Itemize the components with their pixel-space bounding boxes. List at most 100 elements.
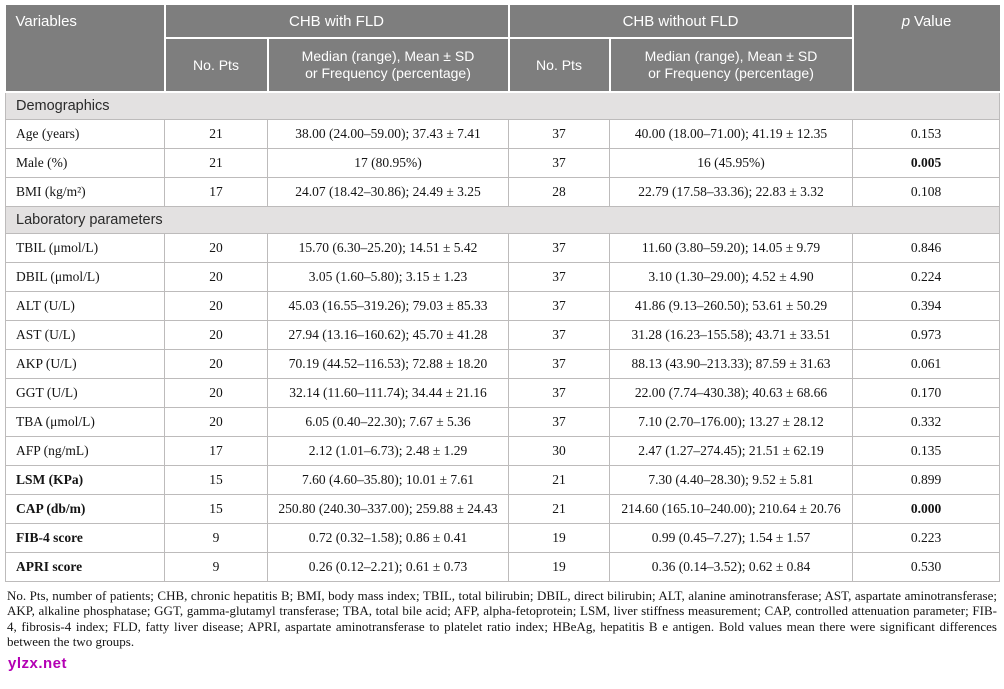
no-pts-with-fld: 20 — [164, 377, 268, 408]
value-without-fld: 2.47 (1.27–274.45); 21.51 ± 62.19 — [609, 435, 853, 466]
section-title: Demographics — [5, 91, 1000, 120]
variable-label: TBA (μmol/L) — [5, 406, 165, 437]
table-row: ALT (U/L) 20 45.03 (16.55–319.26); 79.03 ±… — [5, 290, 1000, 321]
variable-label: BMI (kg/m²) — [5, 176, 165, 207]
table-row: Male (%) 21 17 (80.95%) 37 16 (45.95%) 0.005 — [5, 147, 1000, 178]
column-header-chb-with-fld: CHB with FLD — [163, 5, 510, 39]
no-pts-without-fld: 37 — [508, 348, 610, 379]
table-row: FIB-4 score 9 0.72 (0.32–1.58); 0.86 ± 0.4… — [5, 522, 1000, 553]
variable-label: Male (%) — [5, 147, 165, 178]
value-without-fld: 0.36 (0.14–3.52); 0.62 ± 0.84 — [609, 551, 853, 582]
variable-label: ALT (U/L) — [5, 290, 165, 321]
comparison-table: Variables CHB with FLD CHB without FLD p… — [5, 5, 1000, 582]
value-with-fld: 0.72 (0.32–1.58); 0.86 ± 0.41 — [267, 522, 509, 553]
variable-label: TBIL (μmol/L) — [5, 232, 165, 263]
no-pts-without-fld: 37 — [508, 232, 610, 263]
column-header-median-with-fld: Median (range), Mean ± SD or Frequency (p… — [266, 37, 510, 93]
table-row: BMI (kg/m²) 17 24.07 (18.42–30.86); 24.49 … — [5, 176, 1000, 207]
median-header-line2: or Frequency (percentage) — [305, 65, 471, 81]
footnote: No. Pts, number of patients; CHB, chroni… — [7, 587, 997, 650]
table-row: CAP (db/m) 15 250.80 (240.30–337.00); 259.… — [5, 493, 1000, 524]
column-header-no-pts-with-fld: No. Pts — [163, 37, 269, 93]
value-without-fld: 214.60 (165.10–240.00); 210.64 ± 20.76 — [609, 493, 853, 524]
table-row: TBA (μmol/L) 20 6.05 (0.40–22.30); 7.67 ± … — [5, 406, 1000, 437]
median-header-line2: or Frequency (percentage) — [648, 65, 814, 81]
p-value: 0.000 — [852, 493, 1000, 524]
value-without-fld: 31.28 (16.23–155.58); 43.71 ± 33.51 — [609, 319, 853, 350]
median-header-line1: Median (range), Mean ± SD — [301, 48, 475, 64]
column-header-chb-without-fld: CHB without FLD — [507, 5, 854, 39]
no-pts-with-fld: 21 — [164, 118, 268, 149]
value-without-fld: 0.99 (0.45–7.27); 1.54 ± 1.57 — [609, 522, 853, 553]
p-value: 0.332 — [852, 406, 1000, 437]
p-value-italic-p: p — [901, 13, 911, 30]
table-row: DBIL (μmol/L) 20 3.05 (1.60–5.80); 3.15 ± … — [5, 261, 1000, 292]
no-pts-with-fld: 9 — [164, 522, 268, 553]
value-with-fld: 32.14 (11.60–111.74); 34.44 ± 21.16 — [267, 377, 509, 408]
no-pts-without-fld: 37 — [508, 290, 610, 321]
variable-label: GGT (U/L) — [5, 377, 165, 408]
table-body: Demographics Age (years) 21 38.00 (24.00–59… — [5, 91, 1000, 582]
table-header: Variables CHB with FLD CHB without FLD p… — [5, 5, 1000, 93]
no-pts-without-fld: 21 — [508, 493, 610, 524]
sub-header-row: No. Pts Median (range), Mean ± SD or Freq… — [6, 37, 1000, 93]
value-with-fld: 27.94 (13.16–160.62); 45.70 ± 41.28 — [267, 319, 509, 350]
table-row: LSM (KPa) 15 7.60 (4.60–35.80); 10.01 ± 7.… — [5, 464, 1000, 495]
group-header-row: Variables CHB with FLD CHB without FLD p… — [5, 5, 1000, 93]
p-value: 0.899 — [852, 464, 1000, 495]
no-pts-without-fld: 28 — [508, 176, 610, 207]
section-title: Laboratory parameters — [5, 205, 1000, 234]
value-with-fld: 15.70 (6.30–25.20); 14.51 ± 5.42 — [267, 232, 509, 263]
no-pts-with-fld: 20 — [164, 348, 268, 379]
value-with-fld: 0.26 (0.12–2.21); 0.61 ± 0.73 — [267, 551, 509, 582]
no-pts-without-fld: 37 — [508, 319, 610, 350]
table-row: TBIL (μmol/L) 20 15.70 (6.30–25.20); 14.51… — [5, 232, 1000, 263]
value-without-fld: 7.10 (2.70–176.00); 13.27 ± 28.12 — [609, 406, 853, 437]
p-value: 0.108 — [852, 176, 1000, 207]
variable-label: AKP (U/L) — [5, 348, 165, 379]
variable-label: DBIL (μmol/L) — [5, 261, 165, 292]
table-row: GGT (U/L) 20 32.14 (11.60–111.74); 34.44 ±… — [5, 377, 1000, 408]
p-value: 0.005 — [852, 147, 1000, 178]
column-header-variables: Variables — [5, 5, 166, 93]
variable-label: AFP (ng/mL) — [5, 435, 165, 466]
value-without-fld: 41.86 (9.13–260.50); 53.61 ± 50.29 — [609, 290, 853, 321]
no-pts-with-fld: 9 — [164, 551, 268, 582]
value-without-fld: 88.13 (43.90–213.33); 87.59 ± 31.63 — [609, 348, 853, 379]
table-row: AKP (U/L) 20 70.19 (44.52–116.53); 72.88 ±… — [5, 348, 1000, 379]
value-without-fld: 11.60 (3.80–59.20); 14.05 ± 9.79 — [609, 232, 853, 263]
value-with-fld: 2.12 (1.01–6.73); 2.48 ± 1.29 — [267, 435, 509, 466]
value-with-fld: 250.80 (240.30–337.00); 259.88 ± 24.43 — [267, 493, 509, 524]
value-with-fld: 24.07 (18.42–30.86); 24.49 ± 3.25 — [267, 176, 509, 207]
table-row: AST (U/L) 20 27.94 (13.16–160.62); 45.70 ±… — [5, 319, 1000, 350]
no-pts-without-fld: 37 — [508, 118, 610, 149]
value-with-fld: 6.05 (0.40–22.30); 7.67 ± 5.36 — [267, 406, 509, 437]
p-value: 0.224 — [852, 261, 1000, 292]
variable-label: FIB-4 score — [5, 522, 165, 553]
p-value: 0.170 — [852, 377, 1000, 408]
column-header-median-without-fld: Median (range), Mean ± SD or Frequency (p… — [608, 37, 854, 93]
value-with-fld: 3.05 (1.60–5.80); 3.15 ± 1.23 — [267, 261, 509, 292]
no-pts-without-fld: 21 — [508, 464, 610, 495]
no-pts-without-fld: 19 — [508, 551, 610, 582]
no-pts-without-fld: 37 — [508, 377, 610, 408]
column-header-p-value: p Value — [851, 5, 1000, 93]
table-row: APRI score 9 0.26 (0.12–2.21); 0.61 ± 0.73… — [5, 551, 1000, 582]
no-pts-with-fld: 20 — [164, 406, 268, 437]
p-value: 0.061 — [852, 348, 1000, 379]
no-pts-with-fld: 17 — [164, 176, 268, 207]
variable-label: LSM (KPa) — [5, 464, 165, 495]
table-row: AFP (ng/mL) 17 2.12 (1.01–6.73); 2.48 ± 1.… — [5, 435, 1000, 466]
no-pts-with-fld: 17 — [164, 435, 268, 466]
section-header-row: Laboratory parameters — [5, 205, 1000, 234]
variable-label: Age (years) — [5, 118, 165, 149]
column-header-no-pts-without-fld: No. Pts — [507, 37, 611, 93]
value-with-fld: 7.60 (4.60–35.80); 10.01 ± 7.61 — [267, 464, 509, 495]
no-pts-without-fld: 37 — [508, 147, 610, 178]
p-value: 0.223 — [852, 522, 1000, 553]
no-pts-with-fld: 20 — [164, 232, 268, 263]
value-without-fld: 22.79 (17.58–33.36); 22.83 ± 3.32 — [609, 176, 853, 207]
p-value-label: Value — [914, 13, 952, 30]
median-header-line1: Median (range), Mean ± SD — [644, 48, 818, 64]
